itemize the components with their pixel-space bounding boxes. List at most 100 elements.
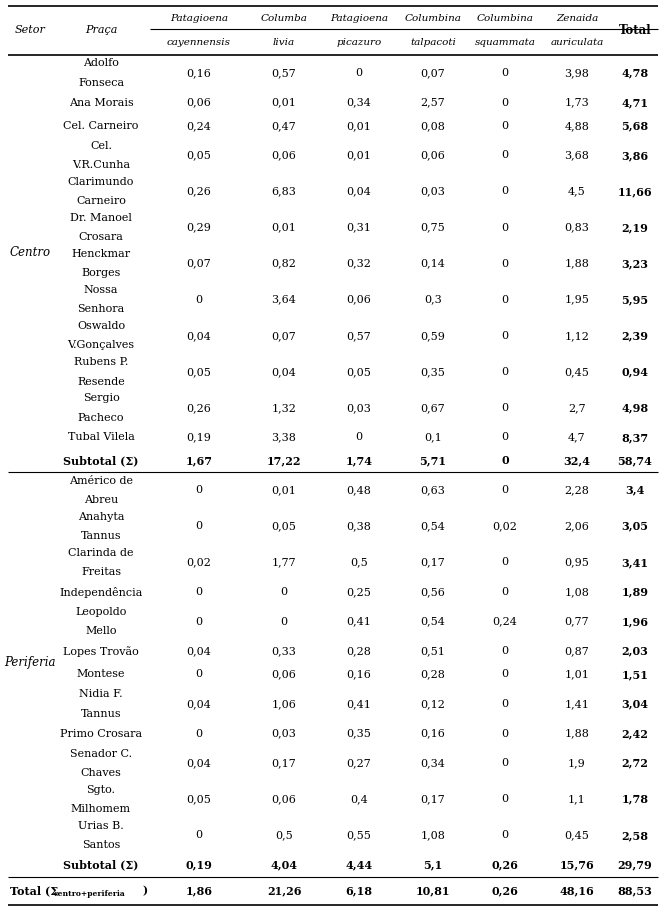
Text: 1,89: 1,89	[622, 586, 649, 597]
Text: 0,55: 0,55	[347, 831, 371, 841]
Text: 0,25: 0,25	[347, 587, 371, 597]
Text: Leopoldo: Leopoldo	[75, 607, 127, 617]
Text: 58,74: 58,74	[618, 455, 653, 466]
Text: 0,54: 0,54	[420, 616, 446, 626]
Text: 0,3: 0,3	[424, 295, 442, 305]
Text: 0: 0	[501, 186, 509, 196]
Text: 0: 0	[280, 616, 288, 626]
Text: 0,4: 0,4	[350, 794, 368, 804]
Text: 0,28: 0,28	[347, 646, 371, 656]
Text: 1,41: 1,41	[564, 699, 590, 709]
Text: 0,05: 0,05	[272, 522, 296, 532]
Text: Senhora: Senhora	[78, 305, 125, 315]
Text: 0,07: 0,07	[272, 331, 296, 341]
Text: Clarimundo: Clarimundo	[68, 176, 134, 186]
Text: Adolfo: Adolfo	[83, 58, 119, 68]
Text: 0,35: 0,35	[420, 367, 446, 377]
Text: 0: 0	[195, 669, 203, 679]
Text: 0: 0	[195, 295, 203, 305]
Text: 0: 0	[501, 68, 509, 78]
Text: 0,04: 0,04	[187, 699, 211, 709]
Text: Tubal Vilela: Tubal Vilela	[68, 433, 134, 443]
Text: 0,26: 0,26	[187, 403, 211, 413]
Text: 0,5: 0,5	[275, 831, 293, 841]
Text: 4,98: 4,98	[622, 403, 649, 414]
Text: 0,51: 0,51	[420, 646, 446, 656]
Text: Borges: Borges	[81, 268, 121, 278]
Text: 0,45: 0,45	[564, 831, 590, 841]
Text: 0: 0	[501, 258, 509, 268]
Text: 21,26: 21,26	[267, 885, 301, 896]
Text: Periferia: Periferia	[4, 656, 56, 669]
Text: 0,06: 0,06	[347, 295, 371, 305]
Text: 0,16: 0,16	[420, 729, 446, 739]
Text: 0,16: 0,16	[187, 68, 211, 78]
Text: 0,05: 0,05	[187, 367, 211, 377]
Text: 4,88: 4,88	[564, 121, 590, 131]
Text: 0,05: 0,05	[347, 367, 371, 377]
Text: 0,33: 0,33	[272, 646, 296, 656]
Text: 0,26: 0,26	[187, 186, 211, 196]
Text: 5,95: 5,95	[622, 295, 649, 305]
Text: auriculata: auriculata	[550, 37, 604, 46]
Text: 0,59: 0,59	[420, 331, 446, 341]
Text: 4,71: 4,71	[622, 97, 649, 108]
Text: 0,48: 0,48	[347, 485, 371, 495]
Text: 0,05: 0,05	[187, 150, 211, 160]
Text: 0: 0	[195, 729, 203, 739]
Text: 2,7: 2,7	[568, 403, 586, 413]
Text: 3,41: 3,41	[622, 557, 649, 568]
Text: Primo Crosara: Primo Crosara	[60, 729, 142, 739]
Text: 15,76: 15,76	[560, 860, 594, 871]
Text: Lopes Trovão: Lopes Trovão	[63, 646, 139, 656]
Text: 0: 0	[501, 121, 509, 131]
Text: 0,34: 0,34	[347, 97, 371, 107]
Text: 1,9: 1,9	[568, 758, 586, 768]
Text: 4,04: 4,04	[270, 860, 297, 871]
Text: 3,05: 3,05	[622, 521, 649, 532]
Text: Pacheco: Pacheco	[78, 413, 124, 423]
Text: Senador C.: Senador C.	[70, 749, 132, 759]
Text: Subtotal (Σ): Subtotal (Σ)	[63, 860, 139, 871]
Text: 0,06: 0,06	[187, 97, 211, 107]
Text: 0: 0	[501, 403, 509, 413]
Text: 1,88: 1,88	[564, 729, 590, 739]
Text: 0: 0	[501, 485, 509, 495]
Text: 0,56: 0,56	[420, 587, 446, 597]
Text: Nossa: Nossa	[84, 285, 118, 295]
Text: 0: 0	[195, 522, 203, 532]
Text: Santos: Santos	[82, 840, 120, 850]
Text: Setor: Setor	[15, 25, 45, 35]
Text: 0,47: 0,47	[272, 121, 296, 131]
Text: 0,94: 0,94	[622, 366, 649, 377]
Text: 0,87: 0,87	[564, 646, 590, 656]
Text: Crosara: Crosara	[78, 233, 124, 243]
Text: 2,03: 2,03	[622, 645, 649, 657]
Text: Américo de: Américo de	[69, 475, 133, 485]
Text: 0,57: 0,57	[347, 331, 371, 341]
Text: Carneiro: Carneiro	[76, 196, 126, 206]
Text: 3,04: 3,04	[622, 699, 649, 710]
Text: 1,95: 1,95	[564, 295, 590, 305]
Text: 3,64: 3,64	[272, 295, 296, 305]
Text: 0: 0	[501, 587, 509, 597]
Text: Nidia F.: Nidia F.	[79, 689, 123, 699]
Text: 0,04: 0,04	[347, 186, 371, 196]
Text: 2,06: 2,06	[564, 522, 590, 532]
Text: Praça: Praça	[85, 25, 117, 35]
Text: 0,34: 0,34	[420, 758, 446, 768]
Text: 0,82: 0,82	[272, 258, 296, 268]
Text: 2,42: 2,42	[622, 728, 649, 739]
Text: 0,32: 0,32	[347, 258, 371, 268]
Text: 0,04: 0,04	[187, 331, 211, 341]
Text: 0,02: 0,02	[187, 557, 211, 567]
Text: 0: 0	[501, 646, 509, 656]
Text: Clarinda de: Clarinda de	[68, 547, 133, 557]
Text: 0: 0	[195, 616, 203, 626]
Text: 0,08: 0,08	[420, 121, 446, 131]
Text: 0,26: 0,26	[491, 885, 519, 896]
Text: 8,37: 8,37	[622, 432, 649, 443]
Text: 2,58: 2,58	[622, 830, 649, 841]
Text: 0,04: 0,04	[187, 758, 211, 768]
Text: 0: 0	[501, 669, 509, 679]
